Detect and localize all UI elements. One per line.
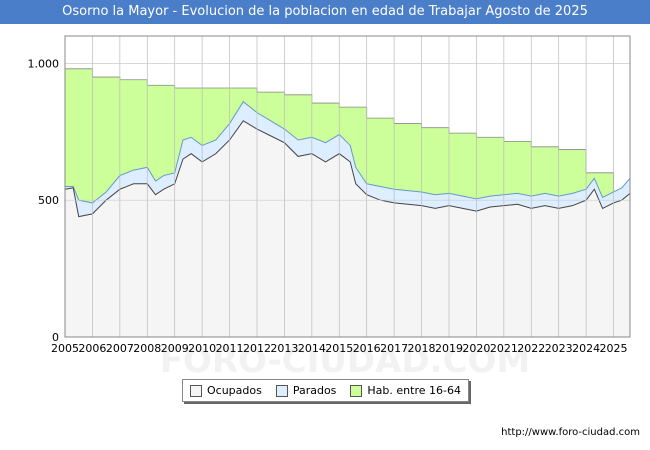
- series-ocupados-area: [65, 120, 630, 337]
- x-tick-label: 2011: [216, 342, 244, 355]
- x-tick-label: 2008: [133, 342, 161, 355]
- x-tick-label: 2005: [51, 342, 79, 355]
- x-tick-label: 2019: [435, 342, 463, 355]
- x-tick-label: 2017: [380, 342, 408, 355]
- x-tick-label: 2007: [106, 342, 134, 355]
- x-tick-label: 2020: [462, 342, 490, 355]
- chart-title: Osorno la Mayor - Evolucion de la poblac…: [0, 0, 650, 24]
- watermark: FORO-CIUDAD.COM: [160, 341, 531, 381]
- series-ocupados-line: [64, 120, 631, 218]
- legend-swatch-ocupados: [189, 384, 202, 397]
- x-tick-label: 2016: [353, 342, 381, 355]
- legend-label-ocupados: Ocupados: [206, 384, 262, 397]
- x-tick-label: 2022: [517, 342, 545, 355]
- x-tick-label: 2025: [600, 342, 628, 355]
- legend-item-ocupados: Ocupados: [189, 384, 262, 397]
- x-tick-label: 2015: [325, 342, 353, 355]
- source-url[interactable]: http://www.foro-ciudad.com: [501, 427, 640, 438]
- legend-label-hab: Hab. entre 16-64: [367, 384, 461, 397]
- x-tick-label: 2021: [490, 342, 518, 355]
- legend: Ocupados Parados Hab. entre 16-64: [182, 379, 469, 402]
- x-tick-label: 2018: [408, 342, 436, 355]
- x-tick-label: 2013: [270, 342, 298, 355]
- y-tick-label: 0: [52, 331, 59, 344]
- series-parados-line: [65, 100, 631, 204]
- legend-item-hab: Hab. entre 16-64: [350, 384, 461, 397]
- x-tick-label: 2014: [298, 342, 326, 355]
- y-tick-label: 500: [38, 194, 59, 207]
- x-tick-label: 2023: [545, 342, 573, 355]
- x-tick-label: 2009: [161, 342, 189, 355]
- x-tick-label: 2006: [78, 342, 106, 355]
- legend-label-parados: Parados: [292, 384, 337, 397]
- legend-item-parados: Parados: [275, 384, 337, 397]
- x-tick-label: 2024: [572, 342, 600, 355]
- legend-swatch-parados: [275, 384, 288, 397]
- x-tick-label: 2010: [188, 342, 216, 355]
- plot-border: [64, 35, 631, 338]
- y-tick-label: 1.000: [28, 57, 60, 70]
- x-tick-label: 2012: [243, 342, 271, 355]
- legend-swatch-hab: [350, 384, 363, 397]
